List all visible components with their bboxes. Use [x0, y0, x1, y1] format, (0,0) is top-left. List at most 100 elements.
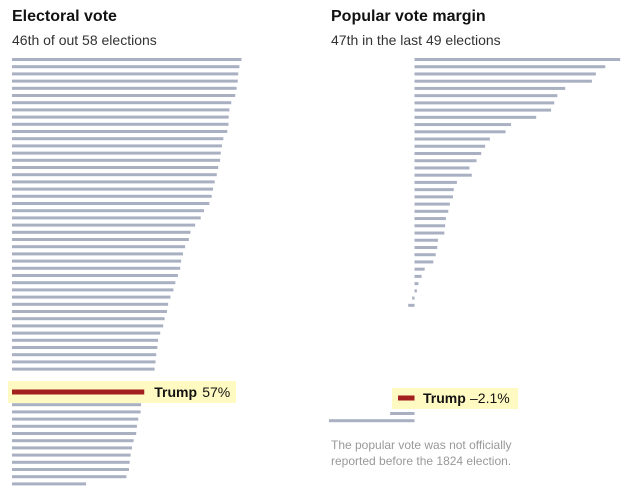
electoral-bar — [12, 482, 87, 486]
electoral-bar — [12, 295, 171, 299]
electoral-bar — [12, 202, 210, 205]
popular-bar — [414, 209, 449, 213]
popular-bar — [414, 151, 482, 155]
electoral-bar — [12, 245, 186, 249]
electoral-bar — [12, 137, 224, 141]
electoral-bar — [12, 432, 137, 435]
popular-bar — [414, 130, 506, 134]
electoral-bar — [12, 281, 176, 285]
popular-bar — [414, 108, 552, 112]
popular-bar — [414, 173, 472, 177]
electoral-bar — [12, 468, 129, 471]
electoral-bar — [12, 72, 239, 76]
electoral-bar — [12, 108, 230, 112]
popular-bar — [414, 282, 419, 286]
electoral-bar — [12, 223, 196, 227]
popular-bar — [414, 217, 446, 221]
popular-bar — [414, 188, 454, 192]
popular-bar — [414, 72, 596, 76]
electoral-bar — [12, 166, 219, 169]
electoral-bar — [12, 446, 132, 450]
electoral-bar — [12, 410, 141, 414]
electoral-bar — [12, 266, 181, 270]
popular-bar — [414, 245, 438, 249]
electoral-highlight-name: Trump — [154, 384, 197, 400]
electoral-bar — [12, 360, 156, 364]
electoral-bar — [12, 144, 222, 148]
electoral-bar — [12, 173, 217, 177]
electoral-bar — [12, 187, 214, 191]
popular-highlight-bg — [392, 388, 518, 409]
popular-bar — [414, 144, 486, 148]
popular-bar — [414, 58, 621, 61]
electoral-bar — [12, 194, 212, 198]
popular-bar — [414, 65, 606, 69]
popular-bar — [414, 224, 446, 228]
electoral-bar — [12, 115, 229, 119]
popular-subtitle: 47th in the last 49 elections — [331, 32, 501, 48]
popular-title: Popular vote margin — [331, 8, 486, 25]
electoral-highlight-value: 57% — [202, 384, 230, 400]
electoral-bar — [12, 151, 221, 155]
electoral-bar — [12, 274, 178, 277]
electoral-bar — [12, 86, 237, 90]
electoral-bar — [12, 79, 238, 83]
popular-bar — [412, 296, 415, 300]
electoral-bar — [12, 353, 157, 357]
electoral-bar — [12, 453, 131, 457]
popular-bar — [414, 159, 477, 163]
electoral-bar — [12, 101, 232, 105]
popular-bar — [328, 419, 415, 423]
popular-bar — [414, 289, 417, 293]
electoral-bar — [12, 324, 164, 328]
electoral-bar — [12, 65, 240, 69]
electoral-bar — [12, 288, 174, 292]
electoral-bar — [12, 130, 228, 133]
electoral-subtitle: 46th of out 58 elections — [12, 32, 157, 48]
popular-bar — [414, 123, 512, 127]
electoral-highlight-bar — [12, 389, 145, 395]
popular-bar — [414, 86, 566, 90]
electoral-bar — [12, 230, 191, 234]
electoral-bar — [12, 310, 167, 313]
electoral-bar — [12, 367, 155, 371]
electoral-bar — [12, 238, 189, 241]
popular-bar — [414, 101, 555, 105]
electoral-bar — [12, 317, 165, 321]
electoral-bar — [12, 209, 204, 213]
popular-bar — [414, 202, 450, 206]
popular-highlight-bar — [398, 395, 415, 401]
electoral-bar — [12, 338, 159, 342]
electoral-bar — [12, 424, 137, 428]
popular-bar — [414, 274, 422, 278]
electoral-bar — [12, 475, 127, 479]
electoral-bar — [12, 58, 242, 61]
popular-bar — [390, 412, 415, 415]
electoral-bar — [12, 259, 182, 263]
popular-bar — [414, 166, 470, 170]
electoral-bar — [12, 252, 184, 256]
popular-bar — [414, 260, 434, 264]
popular-bar — [414, 115, 537, 119]
electoral-bar — [12, 331, 161, 335]
popular-bar — [414, 180, 457, 184]
popular-bar — [414, 137, 490, 141]
electoral-bar — [12, 439, 134, 443]
popular-footnote: The popular vote was not officially repo… — [331, 438, 512, 468]
electoral-bar — [12, 94, 236, 97]
popular-bar — [414, 231, 445, 235]
electoral-bar — [12, 460, 130, 464]
electoral-title: Electoral vote — [12, 8, 117, 25]
popular-bar — [414, 195, 453, 199]
electoral-bar — [12, 403, 142, 407]
electoral-bar — [12, 180, 215, 184]
popular-bar — [414, 267, 425, 271]
popular-highlight-name: Trump — [423, 390, 466, 406]
electoral-bar — [12, 346, 158, 349]
electoral-bar — [12, 417, 139, 421]
popular-bar — [414, 79, 592, 83]
popular-bar — [414, 253, 436, 257]
electoral-bar — [12, 158, 221, 162]
electoral-bar — [12, 302, 169, 306]
